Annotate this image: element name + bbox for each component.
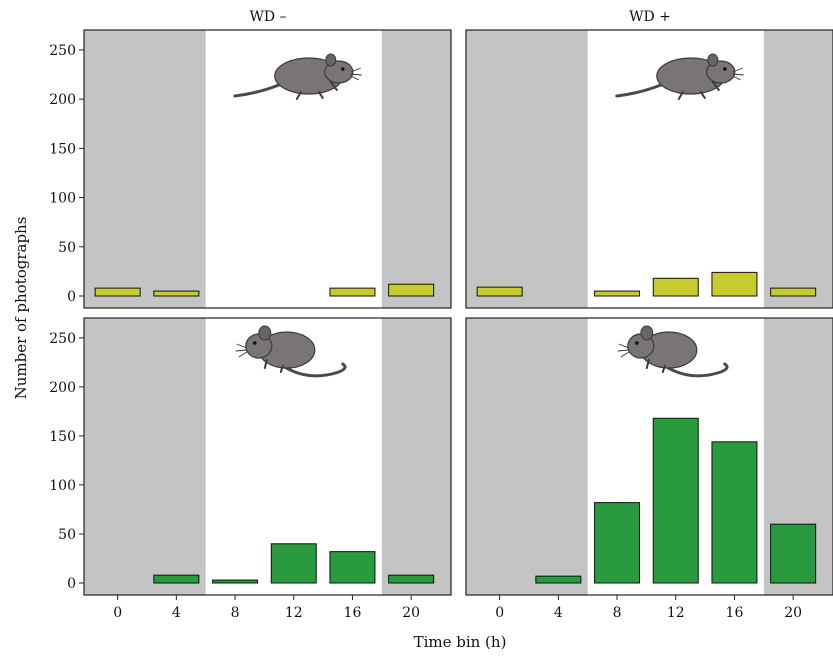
x-tick-label: 4 <box>172 605 181 621</box>
x-axis-title: Time bin (h) <box>414 633 507 651</box>
bar <box>329 551 376 584</box>
y-tick-label: 250 <box>49 43 76 59</box>
panel-3: 0 50 100 150 200 250 0 4 8 12 16 20 <box>49 317 452 621</box>
y-axis-title: Number of photographs <box>12 217 30 400</box>
y-tick-label: 100 <box>49 191 76 207</box>
bar <box>476 286 523 297</box>
column-title-wd-plus: WD + <box>629 9 671 25</box>
y-tick-label: 200 <box>49 380 76 396</box>
panel-1: 0 50 100 150 200 250 <box>49 29 452 309</box>
bar <box>770 523 817 584</box>
night-shading <box>466 318 588 595</box>
panel-4: 0 4 8 12 16 20 <box>465 317 833 621</box>
x-tick-label: 20 <box>784 605 802 621</box>
y-tick-label: 50 <box>58 240 76 256</box>
y-tick-label: 50 <box>58 527 76 543</box>
panel-frame <box>83 317 452 596</box>
night-shading <box>763 30 833 308</box>
bar <box>270 543 317 584</box>
x-tick-label: 8 <box>613 605 622 621</box>
night-shading <box>466 30 588 308</box>
x-tick-label: 0 <box>495 605 504 621</box>
y-tick-label: 200 <box>49 92 76 108</box>
mouse-icon-crawling <box>233 52 364 101</box>
night-shading <box>84 30 206 308</box>
x-tick-label: 16 <box>726 605 744 621</box>
bar <box>711 271 758 297</box>
bar <box>153 290 200 297</box>
bar <box>212 579 259 584</box>
x-tick-label: 8 <box>231 605 240 621</box>
bar <box>652 277 699 297</box>
bar <box>594 502 641 584</box>
column-title-wd-minus: WD – <box>249 9 286 25</box>
y-tick-label: 250 <box>49 331 76 347</box>
night-shading <box>381 30 451 308</box>
y-tick-label: 0 <box>67 576 76 592</box>
panel-frame <box>83 29 452 309</box>
panel-frame <box>465 29 833 309</box>
bar <box>594 290 641 297</box>
x-tick-label: 0 <box>113 605 122 621</box>
bar <box>711 441 758 584</box>
mouse-icon-sitting <box>234 324 347 378</box>
bar <box>388 283 435 297</box>
x-tick-label: 20 <box>402 605 420 621</box>
panel-frame <box>465 317 833 596</box>
y-tick-label: 100 <box>49 478 76 494</box>
bar <box>329 287 376 297</box>
bar <box>652 417 699 584</box>
bar <box>535 575 582 584</box>
y-tick-label: 0 <box>67 289 76 305</box>
y-tick-label: 150 <box>49 141 76 157</box>
x-tick-label: 12 <box>667 605 685 621</box>
night-shading <box>84 318 206 595</box>
bar <box>388 574 435 584</box>
bar <box>94 287 141 297</box>
bar <box>770 287 817 297</box>
x-tick-label: 4 <box>554 605 563 621</box>
x-tick-label: 16 <box>344 605 362 621</box>
x-tick-label: 12 <box>285 605 303 621</box>
night-shading <box>381 318 451 595</box>
mouse-icon-sitting <box>616 324 729 378</box>
mouse-icon-crawling <box>615 52 746 101</box>
bar <box>153 574 200 584</box>
y-tick-label: 150 <box>49 429 76 445</box>
panel-2 <box>465 29 833 309</box>
